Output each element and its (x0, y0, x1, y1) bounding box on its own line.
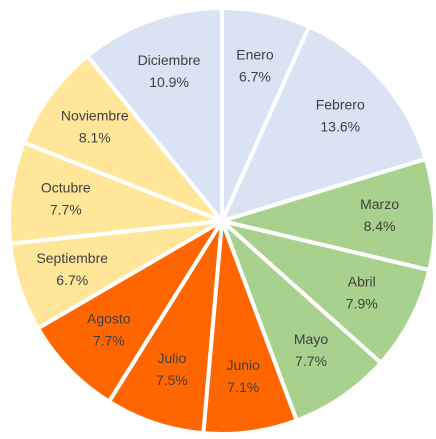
slice-value-label: 7.7% (50, 201, 82, 217)
slice-category-label: Septiembre (36, 250, 108, 266)
slice-value-label: 13.6% (320, 118, 360, 134)
slice-category-label: Enero (236, 47, 274, 63)
slice-category-label: Abril (348, 274, 376, 290)
pie-slice (218, 23, 429, 225)
pie-slice (220, 219, 432, 366)
slice-category-label: Marzo (360, 196, 399, 212)
slice-category-label: Octubre (41, 179, 91, 195)
slice-value-label: 8.4% (364, 218, 396, 234)
pie-slice (21, 53, 229, 226)
slice-category-label: Julio (157, 350, 186, 366)
slice-value-label: 7.7% (93, 332, 125, 348)
slice-category-label: Mayo (294, 331, 328, 347)
slice-value-label: 8.1% (79, 130, 111, 146)
slice-value-label: 10.9% (149, 74, 189, 90)
slice-value-label: 6.7% (239, 69, 271, 85)
slice-category-label: Diciembre (138, 52, 201, 68)
slice-value-label: 6.7% (56, 272, 88, 288)
pie-slice (84, 5, 224, 227)
slice-category-label: Agosto (87, 310, 131, 326)
slice-category-label: Junio (226, 357, 260, 373)
slice-value-label: 7.5% (156, 372, 188, 388)
slice-category-label: Febrero (316, 96, 365, 112)
slice-value-label: 7.9% (346, 296, 378, 312)
slice-value-label: 7.7% (295, 353, 327, 369)
slice-value-label: 7.1% (227, 379, 259, 395)
slice-category-label: Noviembre (61, 108, 129, 124)
pie-slice (214, 156, 436, 273)
